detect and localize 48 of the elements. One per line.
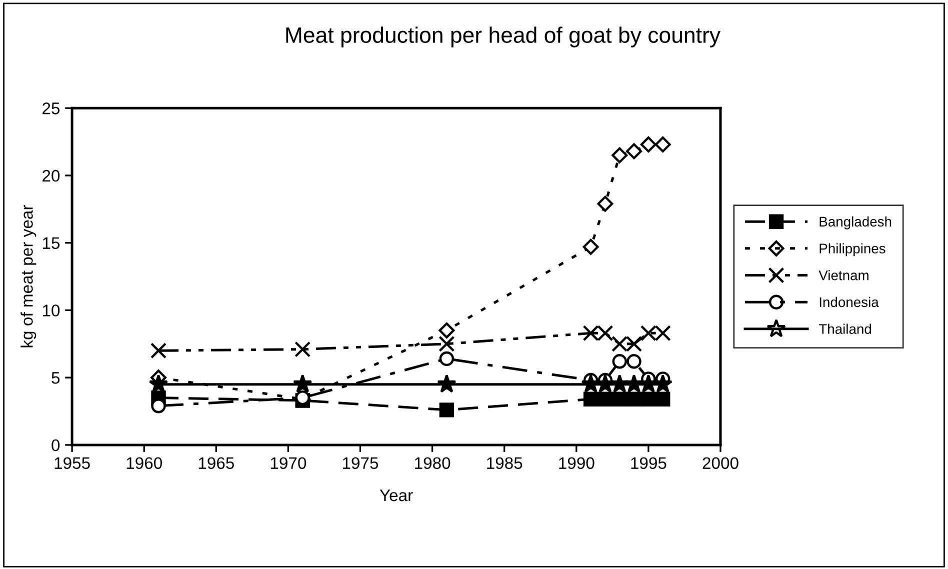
point [151,398,166,414]
y-tick-label: 15 [42,237,60,250]
point [654,136,671,152]
y-tick-label: 10 [42,304,60,316]
x-tick-label: 1995 [631,457,666,470]
point [439,402,454,418]
point [294,341,311,358]
y-tick-label: 20 [42,170,60,182]
point [655,392,670,407]
x-axis-title: Year [380,490,413,502]
legend-label: Vietnam [818,270,868,280]
point [612,392,627,407]
point [150,342,167,359]
y-axis-title: kg of meat per year [20,205,36,348]
chart-title: Meat production per head of goat by country [286,26,720,48]
point [626,354,642,369]
point [292,374,312,393]
x-tick-label: 1965 [198,457,234,470]
y-tick-label: 25 [42,102,60,114]
x-tick-label: 1985 [487,457,522,470]
x-tick-label: 1975 [342,457,378,470]
x-tick-label: 1955 [54,457,90,470]
point [641,392,656,407]
legend-label: Indonesia [820,296,879,308]
legend-label: Bangladesh [820,216,892,230]
point [438,322,455,338]
x-tick-label: 1960 [126,457,162,470]
point [598,392,613,407]
point [582,238,599,255]
point [612,147,628,164]
point [439,351,454,366]
point [437,374,456,393]
point [612,354,627,369]
x-tick-label: 1980 [415,457,450,470]
point [626,392,642,407]
x-tick-label: 1970 [270,457,306,470]
y-tick-label: 5 [52,372,60,384]
point [597,196,614,212]
point [626,143,642,160]
point [583,392,598,407]
y-tick-label: 0 [52,439,60,452]
x-tick-label: 2000 [702,457,738,470]
point [438,336,455,352]
legend-label: Thailand [818,324,872,334]
point [640,136,656,152]
point [295,390,310,406]
x-tick-label: 1990 [559,457,594,470]
legend-label: Philippines [820,243,886,256]
